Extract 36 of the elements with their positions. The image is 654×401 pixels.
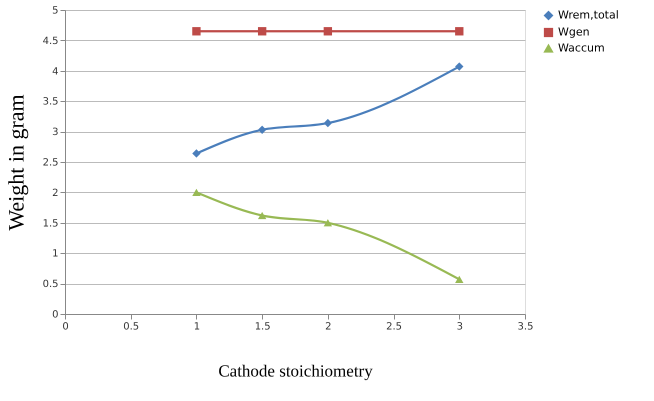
point bbox=[192, 27, 201, 36]
y-tick-label: 3 bbox=[52, 127, 58, 138]
x-tick-label: 3 bbox=[456, 322, 463, 332]
point bbox=[192, 149, 201, 158]
y-axis-title: Weight in gram bbox=[4, 94, 29, 231]
y-tick-label: 4.5 bbox=[42, 36, 58, 47]
y-tick-label: 1 bbox=[52, 248, 58, 260]
y-tick-label: 4 bbox=[52, 66, 58, 78]
x-tick-label: 2 bbox=[325, 322, 332, 332]
legend-label: Waccum bbox=[558, 42, 605, 54]
x-tick-label: 2.5 bbox=[386, 322, 402, 332]
y-tick-label: 0 bbox=[52, 310, 58, 320]
point bbox=[324, 118, 332, 128]
point bbox=[192, 188, 201, 196]
x-tick-label: 0.5 bbox=[123, 322, 140, 332]
y-tick-label: 2.5 bbox=[42, 158, 58, 168]
y-tick-label: 2 bbox=[52, 188, 58, 199]
point bbox=[258, 212, 266, 220]
y-tick-label: 0.5 bbox=[42, 279, 58, 290]
y-tick-label: 1.5 bbox=[42, 218, 58, 230]
point bbox=[324, 27, 332, 36]
x-tick-label: 3.5 bbox=[518, 322, 534, 332]
x-axis-title: Cathode stoichiometry bbox=[218, 362, 374, 380]
point bbox=[324, 219, 332, 226]
point bbox=[258, 27, 266, 36]
legend-label: Wgen bbox=[558, 26, 590, 38]
y-tick-label: 5 bbox=[52, 6, 58, 16]
point bbox=[455, 27, 464, 36]
x-tick-label: 0 bbox=[62, 322, 69, 332]
point bbox=[455, 62, 464, 71]
x-tick-label: 1 bbox=[194, 322, 200, 332]
x-tick-label: 1.5 bbox=[254, 322, 271, 332]
point bbox=[258, 126, 266, 134]
legend-label: Wrem,total bbox=[558, 8, 619, 22]
point bbox=[455, 276, 464, 283]
y-tick-label: 3.5 bbox=[42, 96, 58, 108]
